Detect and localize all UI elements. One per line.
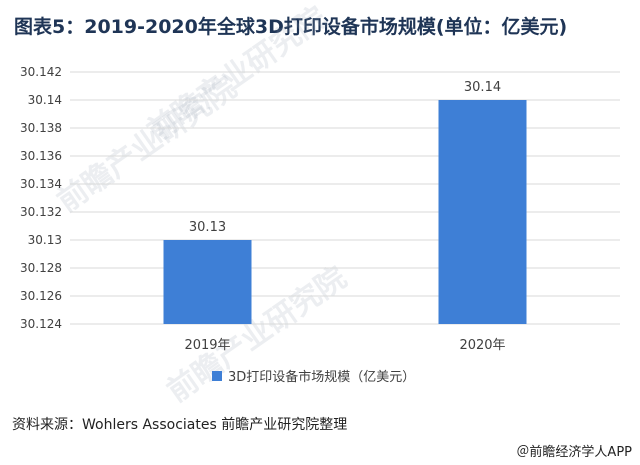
bar-2020年 [438, 100, 527, 324]
y-tick-label: 30.126 [20, 289, 62, 303]
data-labels: 30.13 30.14 [189, 80, 501, 235]
bar-2019年 [163, 240, 252, 324]
y-tick-label: 30.14 [28, 93, 62, 107]
legend-label: 3D打印设备市场规模（亿美元） [228, 369, 415, 385]
y-tick-label: 30.136 [20, 149, 62, 163]
data-label: 30.13 [189, 220, 226, 235]
chart-title: 图表5：2019-2020年全球3D打印设备市场规模(单位：亿美元) [14, 16, 568, 38]
legend: 3D打印设备市场规模（亿美元） [212, 369, 415, 385]
y-tick-label: 30.13 [28, 233, 62, 247]
y-tick-label: 30.138 [20, 121, 62, 135]
data-label: 30.14 [464, 80, 501, 95]
bar-chart: 30.124 30.126 30.128 30.13 30.132 30.134 30.13… [20, 65, 620, 385]
y-tick-label: 30.128 [20, 261, 62, 275]
x-category-label: 2020年 [459, 338, 505, 353]
y-tick-label: 30.142 [20, 65, 62, 79]
legend-swatch [212, 371, 222, 381]
x-category-label: 2019年 [184, 338, 230, 353]
y-tick-label: 30.132 [20, 205, 62, 219]
gridlines [70, 71, 620, 325]
brand-credit: ＠前瞻经济学人APP [516, 445, 632, 460]
bars [163, 100, 527, 324]
y-axis-ticks: 30.124 30.126 30.128 30.13 30.132 30.134 30.13… [20, 65, 62, 331]
category-labels: 2019年 2020年 [184, 338, 505, 353]
y-tick-label: 30.134 [20, 177, 62, 191]
source-note: 资料来源：Wohlers Associates 前瞻产业研究院整理 [12, 417, 348, 433]
y-tick-label: 30.124 [20, 317, 62, 331]
